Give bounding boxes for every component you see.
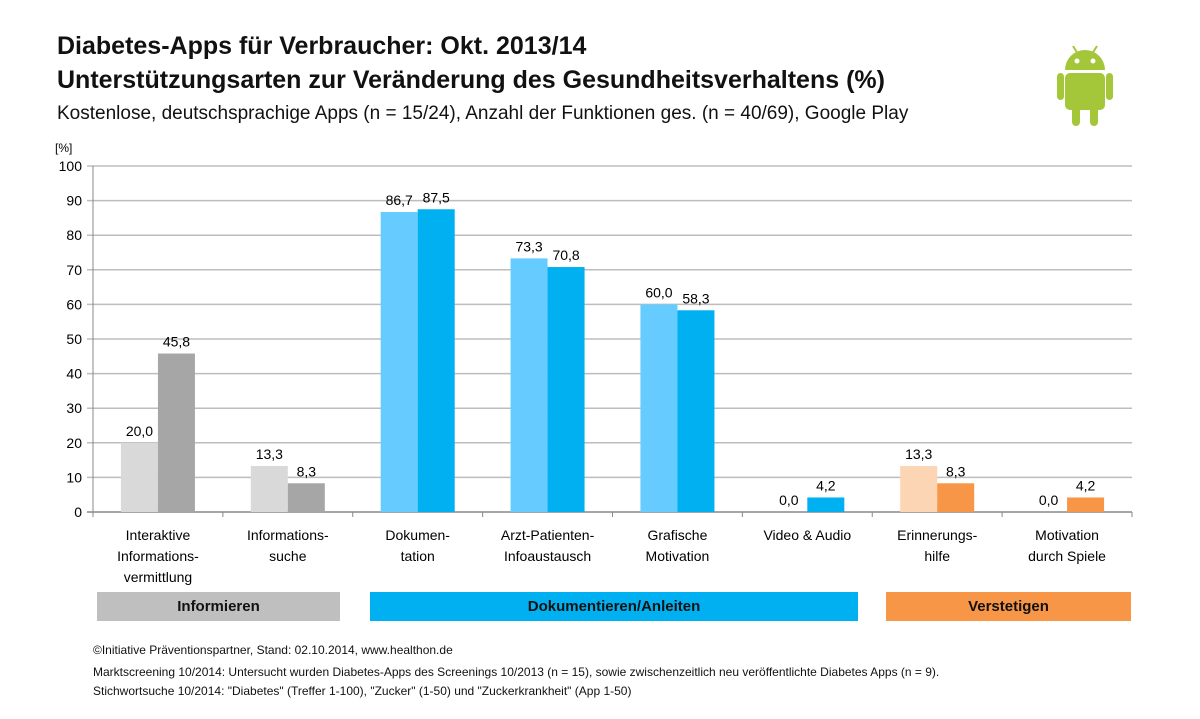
bar [157,353,195,512]
chart-description: Kostenlose, deutschsprachige Apps (n = 1… [57,103,909,124]
x-tick-label: Video & Audio [763,527,851,543]
y-tick-label: 0 [74,504,82,520]
data-label: 13,3 [905,446,932,462]
y-tick-label: 90 [66,193,82,209]
bar [510,258,548,512]
chart-subtitle: Unterstützungsarten zur Veränderung des … [57,66,885,94]
y-tick-label: 20 [66,435,82,451]
footer-keywords: Stichwortsuche 10/2014: "Diabetes" (Tref… [93,684,632,698]
y-tick-label: 40 [66,366,82,382]
footer-source: ©Initiative Präventionspartner, Stand: 0… [93,643,453,657]
x-tick-label: Erinnerungs- [897,527,977,543]
y-tick-label: 10 [66,469,82,485]
data-label: 45,8 [163,334,190,350]
bar [677,310,715,512]
bar [287,483,325,512]
data-label: 8,3 [946,463,966,479]
group-band: Dokumentieren/Anleiten [370,592,858,621]
x-tick-label: Motivation [1035,527,1099,543]
data-label: 20,0 [126,423,153,439]
data-label: 0,0 [779,492,799,508]
x-tick-label: Infoaustausch [504,548,591,564]
y-tick-label: 30 [66,400,82,416]
y-tick-label: 100 [59,158,83,174]
x-tick-label: durch Spiele [1028,548,1106,564]
x-tick-label: Dokumen- [385,527,450,543]
data-label: 73,3 [515,238,542,254]
bar [547,267,585,512]
bar [807,497,845,512]
group-band: Verstetigen [886,592,1131,621]
chart-title: Diabetes-Apps für Verbraucher: Okt. 2013… [57,32,587,60]
x-tick-label: vermittlung [124,569,192,585]
bar [120,442,158,512]
bar [937,483,975,512]
bar [380,212,418,512]
data-label: 60,0 [645,284,672,300]
y-tick-label: 70 [66,262,82,278]
data-label: 8,3 [297,463,317,479]
bar [250,465,288,512]
x-tick-label: hilfe [924,548,950,564]
y-tick-label: 60 [66,296,82,312]
y-tick-label: 50 [66,331,82,347]
x-tick-label: tation [401,548,435,564]
x-tick-label: Interaktive [126,527,191,543]
footer-method: Marktscreening 10/2014: Untersucht wurde… [93,665,940,679]
data-label: 87,5 [423,189,450,205]
x-tick-label: Informations- [117,548,199,564]
x-tick-label: Motivation [646,548,710,564]
data-label: 58,3 [682,290,709,306]
data-label: 86,7 [386,192,413,208]
y-axis-label: [%] [55,141,72,155]
data-label: 13,3 [256,446,283,462]
bar [417,209,455,512]
android-logo [1057,45,1113,126]
x-tick-label: Grafische [647,527,707,543]
x-tick-label: Arzt-Patienten- [501,527,595,543]
x-tick-label: Informations- [247,527,329,543]
data-label: 0,0 [1039,492,1059,508]
data-label: 70,8 [552,247,579,263]
bar [1067,497,1105,512]
group-band: Informieren [97,592,340,621]
data-label: 4,2 [1076,477,1096,493]
bar [640,304,678,512]
bar [900,465,938,512]
data-label: 4,2 [816,477,836,493]
y-tick-label: 80 [66,227,82,243]
x-tick-label: suche [269,548,307,564]
